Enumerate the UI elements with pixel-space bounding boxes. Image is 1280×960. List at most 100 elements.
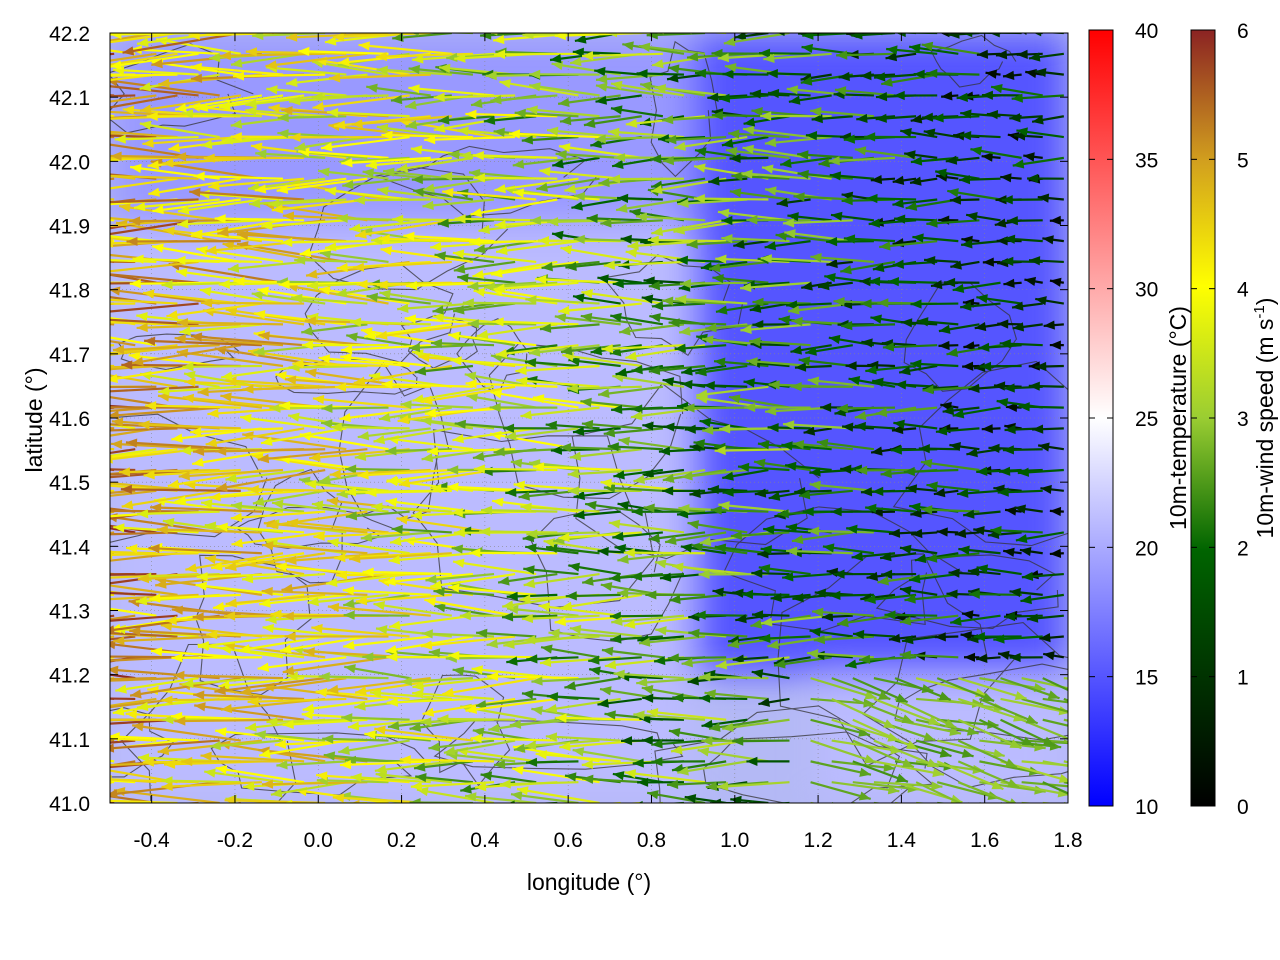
- wind-arrow-head: [279, 401, 291, 411]
- wind-arrow-head: [597, 698, 609, 708]
- wind-arrow-shaft: [466, 394, 537, 409]
- wind-arrow-shaft: [424, 598, 516, 617]
- wind-arrow-shaft: [1021, 781, 1068, 788]
- wind-arrow-head: [110, 238, 114, 248]
- wind-arrow-shaft: [447, 485, 537, 492]
- wind-arrow-head: [719, 424, 731, 434]
- wind-arrow-head: [37, 523, 49, 532]
- wind-arrow-head: [932, 768, 944, 778]
- wind-arrow-shaft: [515, 364, 600, 373]
- wind-arrow: [150, 647, 241, 659]
- wind-arrow-head: [582, 576, 594, 586]
- wind-arrow-head: [192, 612, 204, 622]
- wind-arrow-shaft: [231, 531, 326, 546]
- wind-arrow: [831, 781, 900, 795]
- wind-arrow: [1009, 587, 1043, 598]
- wind-arrow-head: [808, 526, 820, 536]
- wind-arrow-head: [614, 543, 627, 554]
- wind-arrow-head: [564, 772, 577, 782]
- wind-arrow-head: [321, 419, 333, 429]
- wind-arrow-head: [730, 530, 743, 541]
- wind-arrow-head: [224, 795, 236, 803]
- wind-arrow-head: [558, 532, 570, 542]
- wind-arrow-head: [672, 562, 684, 572]
- wind-arrow: [110, 799, 178, 803]
- wind-arrow: [873, 760, 945, 778]
- wind-arrow-head: [701, 719, 714, 730]
- wind-arrow-head: [667, 653, 679, 663]
- wind-arrow-head: [761, 617, 773, 627]
- wind-arrow-shaft: [520, 406, 600, 418]
- wind-arrow-head: [215, 446, 227, 456]
- wind-arrow-head: [687, 676, 699, 686]
- wind-arrow-head: [252, 497, 265, 507]
- wind-arrow-head: [520, 410, 532, 420]
- wind-arrow-head: [859, 767, 872, 777]
- wind-arrow-shaft: [624, 771, 706, 784]
- wind-arrow-head: [179, 446, 191, 456]
- wind-arrow-head: [923, 732, 936, 742]
- wind-arrow-head: [911, 528, 923, 539]
- wind-arrow-head: [1040, 484, 1052, 495]
- wind-arrow-head: [705, 781, 718, 791]
- wind-arrow-shaft: [535, 752, 621, 763]
- wind-arrow-head: [319, 475, 331, 485]
- wind-arrow: [852, 677, 909, 704]
- wind-arrow-head: [785, 523, 798, 533]
- wind-arrow: [884, 610, 938, 620]
- wind-arrow-head: [1112, 787, 1124, 796]
- wind-arrow-head: [1072, 739, 1083, 748]
- wind-arrow: [282, 718, 368, 729]
- wind-arrow-shaft: [718, 503, 790, 513]
- wind-arrow-shaft: [381, 382, 473, 388]
- wind-arrow-head: [613, 470, 625, 480]
- wind-arrow-shaft: [371, 505, 452, 513]
- wind-arrow-head: [343, 598, 355, 609]
- wind-arrow-head: [599, 686, 612, 696]
- wind-arrow: [751, 610, 790, 620]
- wind-arrow-shaft: [110, 607, 157, 617]
- wind-arrow-head: [659, 572, 672, 582]
- wind-arrow: [524, 739, 600, 750]
- wind-arrow-shaft: [257, 448, 368, 461]
- wind-arrow-head: [301, 710, 313, 720]
- wind-arrow-shaft: [110, 779, 136, 784]
- wind-arrow: [899, 544, 938, 555]
- wind-arrow: [110, 423, 136, 430]
- wind-arrow: [1042, 651, 1065, 661]
- wind-arrow: [388, 552, 474, 565]
- wind-arrow: [672, 562, 748, 576]
- wind-arrow-shaft: [279, 635, 368, 652]
- wind-arrow-shaft: [110, 427, 157, 437]
- wind-arrow: [371, 502, 452, 513]
- wind-arrow-shaft: [312, 397, 410, 409]
- wind-arrow: [110, 697, 136, 701]
- wind-arrow-head: [270, 788, 283, 798]
- wind-arrow-shaft: [284, 378, 389, 388]
- wind-arrow: [400, 400, 473, 410]
- wind-arrow-shaft: [182, 396, 284, 409]
- wind-arrow-head: [225, 376, 237, 386]
- wind-arrow: [926, 481, 980, 492]
- wind-arrow: [646, 708, 727, 721]
- wind-arrow-shaft: [505, 801, 516, 803]
- wind-arrow: [225, 468, 305, 483]
- wind-arrow-head: [654, 559, 667, 569]
- wind-arrow-shaft: [204, 556, 305, 576]
- wind-arrow-head: [197, 640, 210, 651]
- wind-arrow: [110, 552, 178, 562]
- wind-arrow: [873, 739, 939, 768]
- wind-arrow-head: [0, 87, 3, 96]
- wind-arrow-shaft: [315, 690, 410, 701]
- wind-arrow-head: [46, 772, 57, 781]
- wind-arrow-head: [524, 635, 536, 645]
- wind-arrow: [910, 359, 959, 369]
- wind-arrow: [374, 760, 452, 775]
- wind-arrow-head: [505, 431, 517, 441]
- wind-arrow-head: [642, 693, 654, 703]
- wind-arrow-head: [555, 713, 567, 723]
- wind-arrow: [688, 628, 748, 638]
- wind-arrow: [641, 735, 684, 745]
- wind-arrow-head: [677, 766, 689, 776]
- wind-arrow: [837, 614, 896, 628]
